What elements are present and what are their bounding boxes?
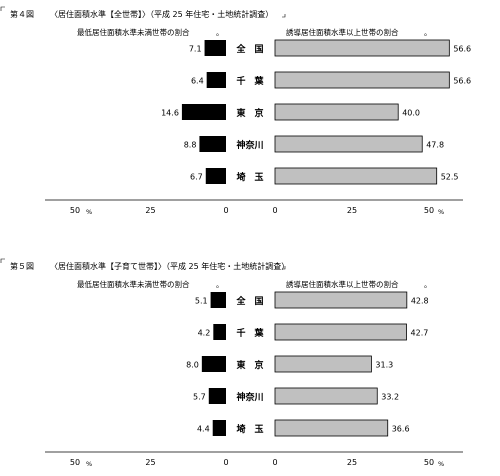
right-bar-value-label: 40.0 bbox=[402, 109, 420, 118]
right-tick-label: 0 bbox=[272, 206, 277, 215]
corner-mark bbox=[0, 258, 5, 263]
right-bar-value-label: 56.6 bbox=[453, 77, 471, 86]
corner-mark bbox=[282, 14, 286, 18]
figure-number: 第４図 bbox=[10, 9, 34, 19]
right-caption: 誘導居住面積水準以上世帯の割合 bbox=[286, 27, 399, 37]
left-tick-label: 25 bbox=[145, 458, 155, 467]
left-bar-value-label: 6.4 bbox=[191, 77, 204, 86]
right-bar bbox=[274, 135, 423, 153]
right-bar-value-label: 42.7 bbox=[411, 329, 429, 338]
left-bar bbox=[204, 40, 226, 56]
left-bar bbox=[210, 292, 226, 308]
left-bar-value-label: 8.0 bbox=[186, 361, 199, 370]
left-bar bbox=[206, 72, 226, 88]
caption-mark: 。 bbox=[216, 28, 224, 37]
left-bar bbox=[199, 136, 226, 152]
left-caption: 最低居住面積水準未満世帯の割合 bbox=[77, 279, 190, 289]
right-tick-label: 25 bbox=[347, 206, 357, 215]
left-bar-value-label: 8.8 bbox=[184, 141, 197, 150]
right-bar bbox=[274, 103, 399, 121]
right-bar bbox=[274, 387, 378, 405]
left-bar bbox=[181, 104, 226, 120]
category-label: 東 京 bbox=[236, 107, 263, 119]
caption-mark: 。 bbox=[424, 280, 432, 289]
right-tick-label: 25 bbox=[347, 458, 357, 467]
left-bar bbox=[208, 388, 226, 404]
right-bar bbox=[274, 39, 450, 57]
category-label: 千 葉 bbox=[236, 327, 264, 339]
right-bar-value-label: 42.8 bbox=[411, 297, 429, 306]
right-bar-value-label: 31.3 bbox=[375, 361, 393, 370]
left-bar bbox=[201, 356, 226, 372]
category-label: 埼 玉 bbox=[236, 423, 263, 435]
left-bar bbox=[205, 168, 226, 184]
left-tick-label: 0 bbox=[223, 458, 228, 467]
caption-mark: 。 bbox=[424, 28, 432, 37]
category-label: 神奈川 bbox=[236, 391, 263, 403]
left-bar-value-label: 14.6 bbox=[161, 109, 179, 118]
tick-unit: % bbox=[438, 208, 444, 216]
category-label: 千 葉 bbox=[236, 75, 264, 87]
right-tick-label: 0 bbox=[272, 458, 277, 467]
right-tick-label: 50 bbox=[424, 206, 434, 215]
right-bar-value-label: 36.6 bbox=[392, 425, 410, 434]
category-label: 埼 玉 bbox=[236, 171, 263, 183]
category-label: 全 国 bbox=[235, 43, 263, 55]
category-label: 神奈川 bbox=[236, 139, 263, 151]
left-bar-value-label: 5.1 bbox=[195, 297, 208, 306]
category-label: 全 国 bbox=[235, 295, 263, 307]
right-caption: 誘導居住面積水準以上世帯の割合 bbox=[286, 279, 399, 289]
left-bar-value-label: 4.2 bbox=[198, 329, 211, 338]
right-bar-value-label: 52.5 bbox=[441, 173, 459, 182]
category-label: 東 京 bbox=[236, 359, 263, 371]
right-tick-label: 50 bbox=[424, 458, 434, 467]
chart-title: 〈居住面積水準【全世帯】〉（平成 25 年住宅・土地統計調査） bbox=[50, 9, 273, 19]
left-bar-value-label: 4.4 bbox=[197, 425, 210, 434]
left-tick-label: 50 bbox=[70, 458, 80, 467]
tick-unit: % bbox=[438, 460, 444, 468]
right-bar bbox=[274, 419, 389, 437]
left-bar bbox=[213, 324, 226, 340]
tick-unit: % bbox=[86, 460, 92, 468]
left-bar-value-label: 7.1 bbox=[189, 45, 202, 54]
chart-title: 〈居住面積水準【子育て世帯】〉（平成 25 年住宅・土地統計調査） bbox=[50, 261, 289, 271]
left-tick-label: 25 bbox=[145, 206, 155, 215]
right-bar bbox=[274, 291, 408, 309]
left-bar-value-label: 5.7 bbox=[193, 393, 206, 402]
left-caption: 最低居住面積水準未満世帯の割合 bbox=[77, 27, 190, 37]
right-bar bbox=[274, 167, 438, 185]
right-bar bbox=[274, 323, 407, 341]
right-bar bbox=[274, 355, 372, 373]
figure-number: 第５図 bbox=[10, 261, 34, 271]
corner-mark bbox=[282, 266, 286, 270]
left-bar bbox=[212, 420, 226, 436]
left-bar-value-label: 6.7 bbox=[190, 173, 203, 182]
right-bar-value-label: 33.2 bbox=[381, 393, 399, 402]
caption-mark: 。 bbox=[216, 280, 224, 289]
right-bar bbox=[274, 71, 450, 89]
left-tick-label: 50 bbox=[70, 206, 80, 215]
right-bar-value-label: 56.6 bbox=[453, 45, 471, 54]
left-tick-label: 0 bbox=[223, 206, 228, 215]
right-bar-value-label: 47.8 bbox=[426, 141, 444, 150]
tick-unit: % bbox=[86, 208, 92, 216]
corner-mark bbox=[0, 6, 5, 11]
